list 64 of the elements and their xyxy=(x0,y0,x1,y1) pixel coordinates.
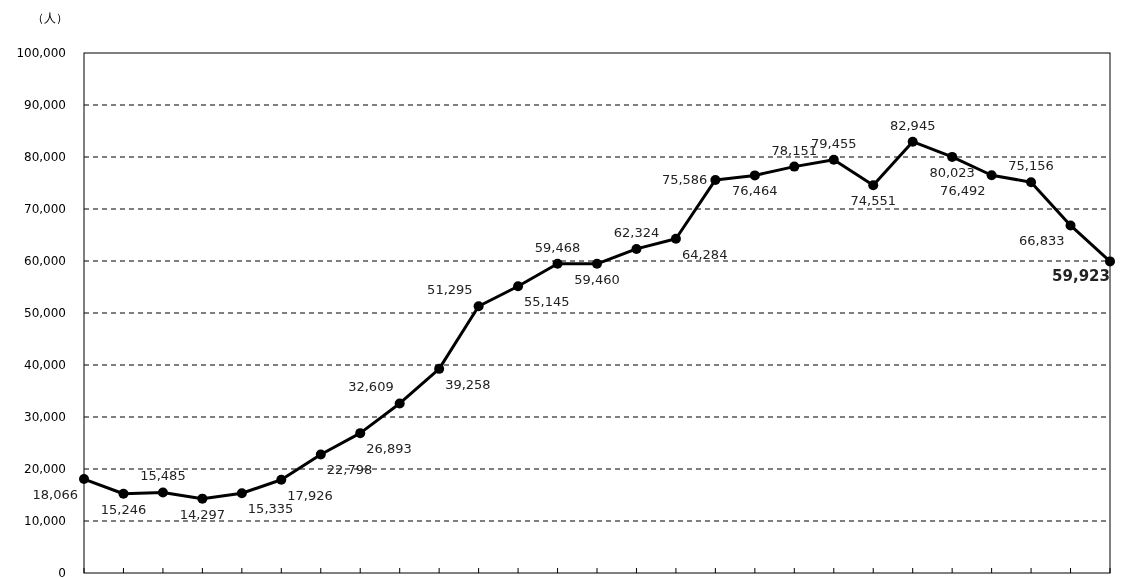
y-tick-label: 100,000 xyxy=(16,46,66,60)
data-label: 74,551 xyxy=(850,193,896,209)
y-tick-label: 20,000 xyxy=(24,462,66,476)
point xyxy=(552,258,563,269)
data-label: 55,145 xyxy=(524,294,570,310)
data-label: 82,945 xyxy=(889,117,936,133)
y-tick-label: 0 xyxy=(58,566,66,578)
data-label: 66,833 xyxy=(1019,233,1065,249)
point xyxy=(315,449,326,460)
data-label: 59,460 xyxy=(574,271,620,287)
point xyxy=(986,170,997,181)
y-tick-label: 80,000 xyxy=(24,150,66,164)
data-label: 15,485 xyxy=(140,468,186,484)
y-tick-label: 50,000 xyxy=(24,306,66,320)
point xyxy=(473,301,484,312)
data-label: 76,464 xyxy=(732,183,778,199)
y-axis-title: （人） xyxy=(32,11,68,25)
point xyxy=(236,488,247,499)
point xyxy=(355,428,366,439)
data-label: 15,335 xyxy=(247,501,294,517)
point xyxy=(276,474,287,485)
point xyxy=(79,474,89,485)
data-label: 51,295 xyxy=(427,282,473,298)
data-label: 15,246 xyxy=(100,501,147,517)
y-tick-label: 40,000 xyxy=(24,358,66,372)
point xyxy=(197,493,208,504)
data-label: 39,258 xyxy=(445,376,491,392)
data-label: 62,324 xyxy=(613,224,660,240)
point xyxy=(631,243,642,254)
y-tick-label: 90,000 xyxy=(24,98,66,112)
data-label: 59,468 xyxy=(534,239,581,255)
point xyxy=(710,174,721,185)
data-label: 22,798 xyxy=(326,462,373,478)
point xyxy=(157,487,168,498)
y-tick-label: 70,000 xyxy=(24,202,66,216)
data-label: 14,297 xyxy=(179,506,226,522)
point xyxy=(118,488,129,499)
data-label: 26,893 xyxy=(366,441,412,457)
data-label: 64,284 xyxy=(681,246,728,262)
point xyxy=(394,398,405,409)
point xyxy=(828,154,839,165)
data-label: 75,586 xyxy=(661,171,708,187)
point xyxy=(947,151,958,162)
y-tick-label: 30,000 xyxy=(24,410,66,424)
data-label: 18,066 xyxy=(32,487,78,503)
point xyxy=(868,180,879,191)
point xyxy=(592,258,602,269)
point xyxy=(1065,220,1076,231)
data-label: 80,023 xyxy=(929,164,975,180)
y-tick-label: 60,000 xyxy=(24,254,66,268)
point xyxy=(1026,177,1037,188)
data-label: 59,923 xyxy=(1052,267,1110,286)
point xyxy=(1105,256,1115,267)
data-label: 76,492 xyxy=(940,183,986,199)
data-label: 32,609 xyxy=(348,379,394,395)
point xyxy=(513,281,524,292)
point xyxy=(670,233,681,244)
point xyxy=(434,363,445,374)
y-tick-label: 10,000 xyxy=(24,514,66,528)
point xyxy=(907,136,918,147)
point xyxy=(789,161,800,172)
data-label: 75,156 xyxy=(1008,158,1054,174)
point xyxy=(749,170,760,181)
data-label: 17,926 xyxy=(287,487,333,503)
